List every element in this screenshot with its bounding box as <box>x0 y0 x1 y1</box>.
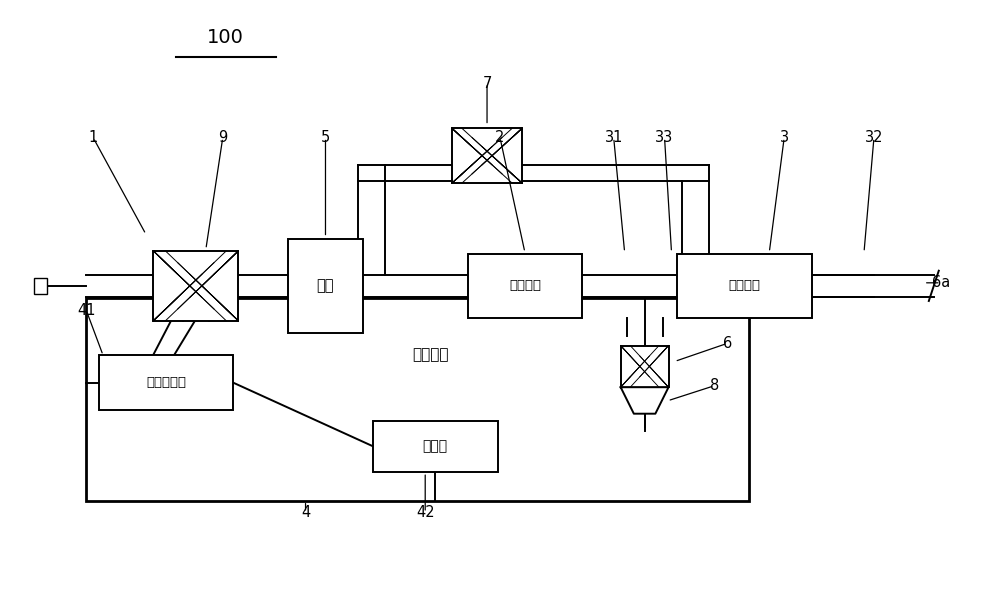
Bar <box>677 254 812 317</box>
Text: 100: 100 <box>207 28 244 47</box>
Bar <box>86 298 749 501</box>
Text: 6a: 6a <box>932 275 950 290</box>
Bar <box>153 251 238 320</box>
Text: 42: 42 <box>416 505 435 520</box>
Bar <box>621 345 669 387</box>
Text: 压力传感器: 压力传感器 <box>146 376 186 389</box>
Text: 气仓: 气仓 <box>317 278 334 293</box>
Polygon shape <box>621 387 669 413</box>
Text: 3: 3 <box>780 130 789 145</box>
Text: 41: 41 <box>77 303 95 317</box>
Bar <box>288 239 363 333</box>
Text: 1: 1 <box>89 130 98 145</box>
Text: 第一气泵: 第一气泵 <box>509 279 541 292</box>
Bar <box>373 421 498 472</box>
Text: 31: 31 <box>604 130 623 145</box>
Text: 32: 32 <box>865 130 883 145</box>
Bar <box>452 128 522 183</box>
Text: 6: 6 <box>723 336 732 351</box>
Bar <box>468 254 582 317</box>
Text: 2: 2 <box>495 130 505 145</box>
Text: 三通元件: 三通元件 <box>728 279 760 292</box>
Bar <box>99 356 233 410</box>
Text: 5: 5 <box>321 130 330 145</box>
Text: 33: 33 <box>655 130 674 145</box>
Text: 控制系统: 控制系统 <box>413 347 449 362</box>
Text: 7: 7 <box>482 75 492 91</box>
Text: 4: 4 <box>301 505 310 520</box>
Text: 9: 9 <box>218 130 227 145</box>
Text: 8: 8 <box>710 378 719 393</box>
Text: 控制器: 控制器 <box>423 439 448 453</box>
Bar <box>34 278 47 294</box>
